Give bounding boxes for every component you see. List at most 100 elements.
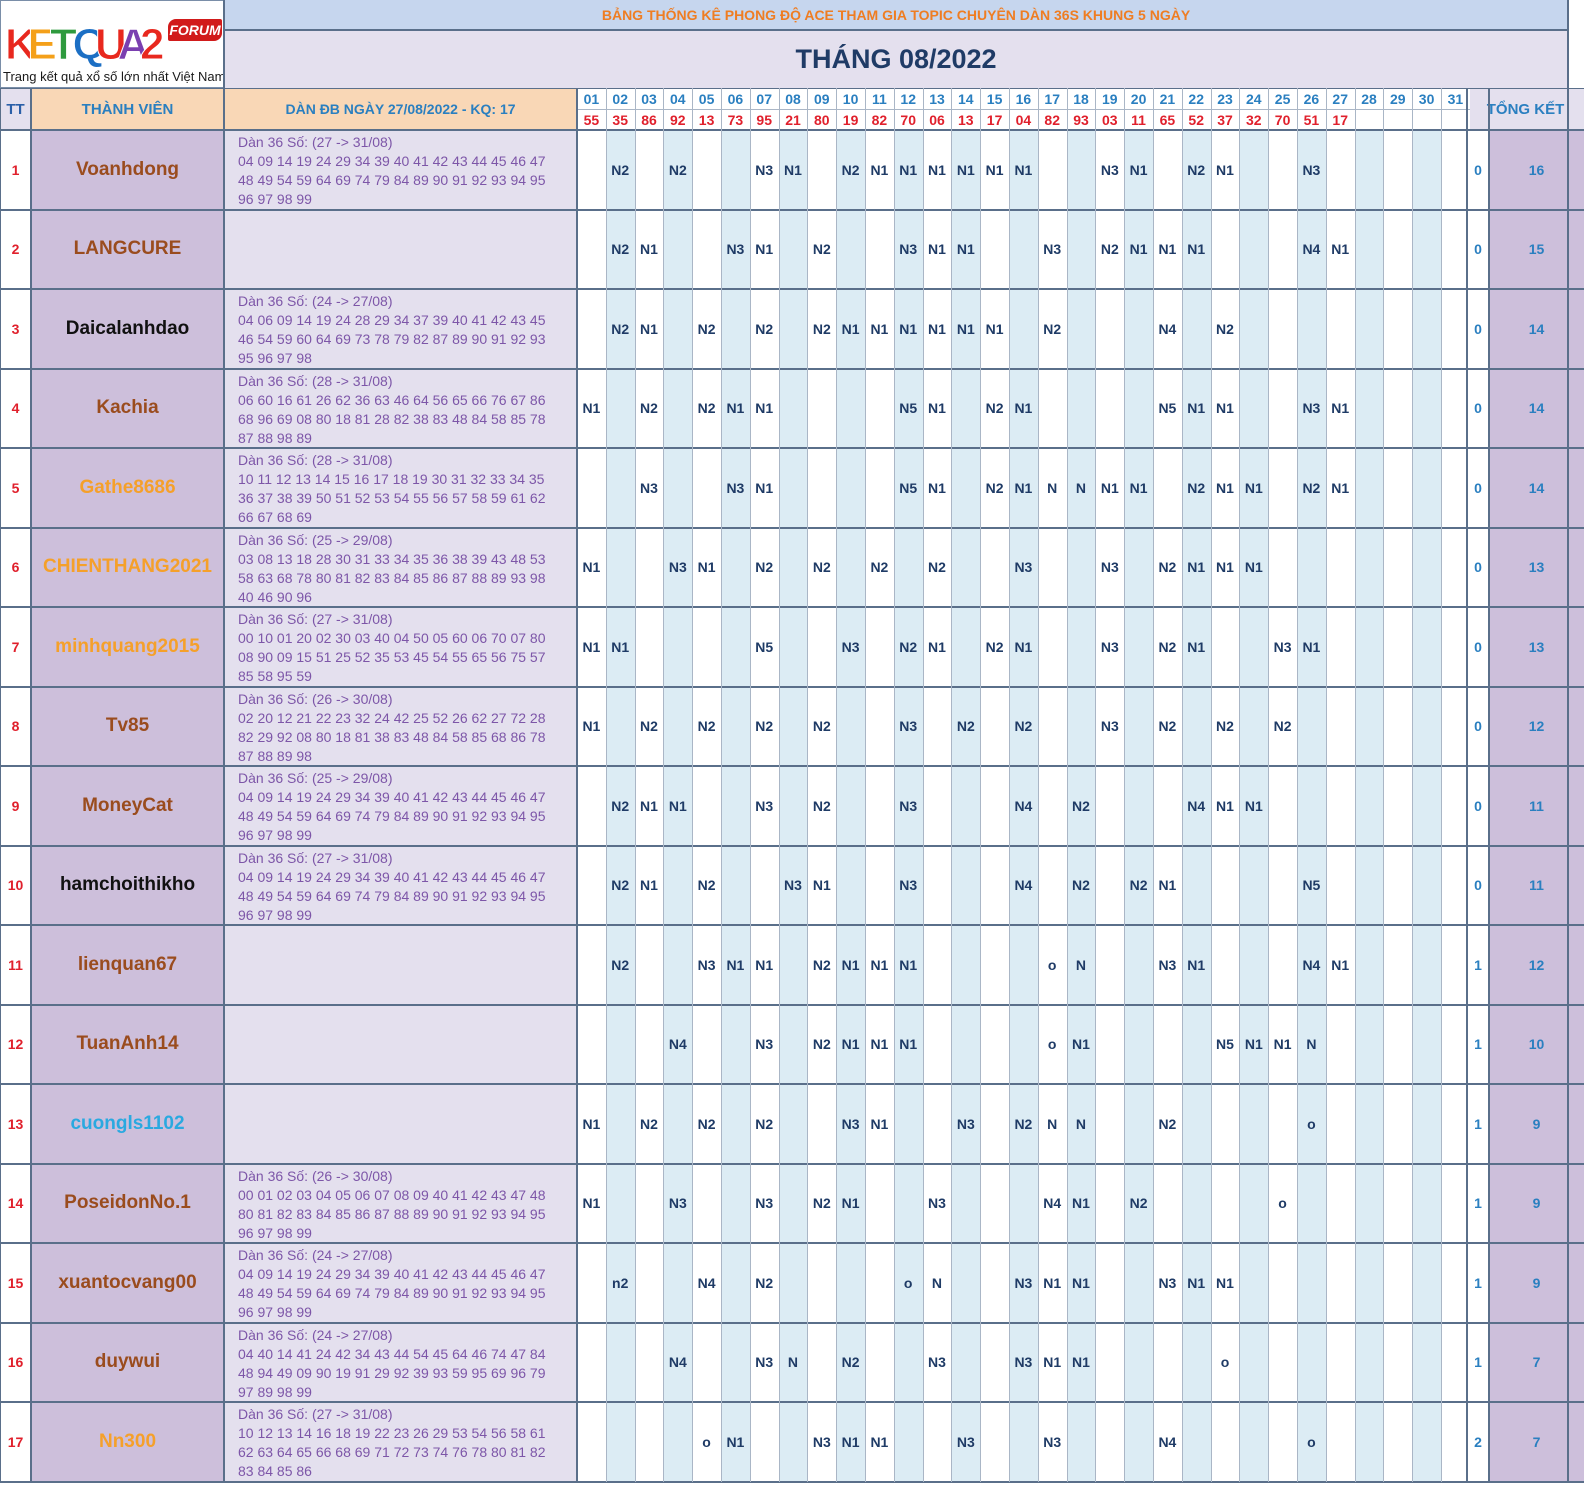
day-header: 26 [1297, 88, 1326, 109]
day-cell: N1 [1210, 766, 1240, 846]
row-number: 6 [0, 527, 31, 607]
day-cell: N2 [1153, 527, 1182, 607]
member-dan: Dàn 36 Số: (24 -> 27/08) 04 06 09 14 19 … [224, 289, 577, 369]
day-cell [1210, 209, 1240, 289]
day-header: 07 [749, 88, 779, 109]
day-cell [1268, 527, 1297, 607]
day-header: 20 [1124, 88, 1153, 109]
day-cell: N4 [663, 1322, 693, 1402]
day-cell [807, 1084, 837, 1164]
logo-letter: U [95, 20, 127, 67]
day-cell: N3 [1037, 1402, 1067, 1482]
member-name: Voanhdong [31, 130, 224, 210]
day-cell [1383, 766, 1413, 846]
day-cell [663, 368, 693, 448]
day-cell: N2 [807, 527, 837, 607]
day-cell [1354, 1402, 1384, 1482]
month-title: THÁNG 08/2022 [224, 30, 1568, 88]
day-cell: N3 [922, 1163, 952, 1243]
day-cell: N4 [1153, 1402, 1182, 1482]
day-cell [577, 209, 606, 289]
day-cell [663, 845, 693, 925]
day-cell [778, 766, 808, 846]
day-cell: N3 [1297, 368, 1326, 448]
day-cell [1153, 448, 1182, 528]
day-header: 11 [865, 88, 894, 109]
day-cell [778, 368, 808, 448]
day-cell [980, 766, 1009, 846]
day-cell [1441, 845, 1470, 925]
day-cell: N2 [1009, 686, 1038, 766]
day-cell: N2 [1124, 845, 1153, 925]
day-cell [663, 925, 693, 1005]
day-result: 82 [865, 109, 894, 130]
day-header: 13 [922, 88, 952, 109]
day-cell [1066, 686, 1096, 766]
day-cell: N1 [865, 1402, 894, 1482]
day-cell: N1 [749, 368, 779, 448]
day-cell: o [893, 1243, 923, 1323]
day-cell [951, 368, 981, 448]
day-cell: N2 [1009, 1084, 1038, 1164]
day-cell [721, 845, 750, 925]
day-header: 06 [721, 88, 750, 109]
day-cell [1037, 607, 1067, 687]
day-cell [980, 1084, 1009, 1164]
day-cell [605, 1084, 635, 1164]
day-cell [605, 527, 635, 607]
total-count: 14 [1489, 289, 1584, 369]
day-cell [778, 527, 808, 607]
day-header: 15 [980, 88, 1009, 109]
day-cell [980, 1163, 1009, 1243]
day-cell [1124, 527, 1153, 607]
day-cell: N2 [1153, 1084, 1182, 1164]
day-cell [1383, 1084, 1413, 1164]
day-cell: N3 [1037, 209, 1067, 289]
grid-line [223, 88, 225, 1482]
day-cell [1066, 289, 1096, 369]
day-cell [1153, 766, 1182, 846]
day-cell [1412, 130, 1441, 210]
day-result [1412, 109, 1441, 130]
day-cell: N2 [634, 1084, 664, 1164]
total-count: 13 [1489, 527, 1584, 607]
day-result [1354, 109, 1384, 130]
day-cell [1095, 1004, 1125, 1084]
member-name: Tv85 [31, 686, 224, 766]
day-cell [605, 368, 635, 448]
member-dan: Dàn 36 Số: (27 -> 31/08) 00 10 01 20 02 … [224, 607, 577, 687]
day-cell: N3 [893, 845, 923, 925]
day-cell [1037, 845, 1067, 925]
member-name: LANGCURE [31, 209, 224, 289]
day-cell [1268, 1322, 1297, 1402]
member-name: Kachia [31, 368, 224, 448]
day-cell [922, 766, 952, 846]
day-cell: N [1066, 925, 1096, 1005]
logo-letter: 2 [140, 20, 163, 67]
day-cell: N3 [1009, 1243, 1038, 1323]
day-cell [577, 1322, 606, 1402]
day-cell: N1 [1268, 1004, 1297, 1084]
day-cell: N1 [893, 1004, 923, 1084]
day-cell [807, 1322, 837, 1402]
day-cell: N1 [865, 925, 894, 1005]
total-count: 7 [1489, 1322, 1584, 1402]
day-cell [1066, 527, 1096, 607]
day-cell: N3 [1153, 1243, 1182, 1323]
day-cell [721, 527, 750, 607]
day-cell: N2 [692, 289, 721, 369]
grid-line [692, 88, 694, 1482]
day-cell: N2 [663, 130, 693, 210]
total-count: 15 [1489, 209, 1584, 289]
day-cell [663, 448, 693, 528]
day-cell: N1 [1181, 607, 1211, 687]
day-cell [692, 1004, 721, 1084]
day-cell [1412, 289, 1441, 369]
member-dan [224, 1004, 577, 1084]
day-cell [721, 766, 750, 846]
member-name: Daicalanhdao [31, 289, 224, 369]
day-cell [663, 607, 693, 687]
row-number: 3 [0, 289, 31, 369]
day-cell [1383, 209, 1413, 289]
